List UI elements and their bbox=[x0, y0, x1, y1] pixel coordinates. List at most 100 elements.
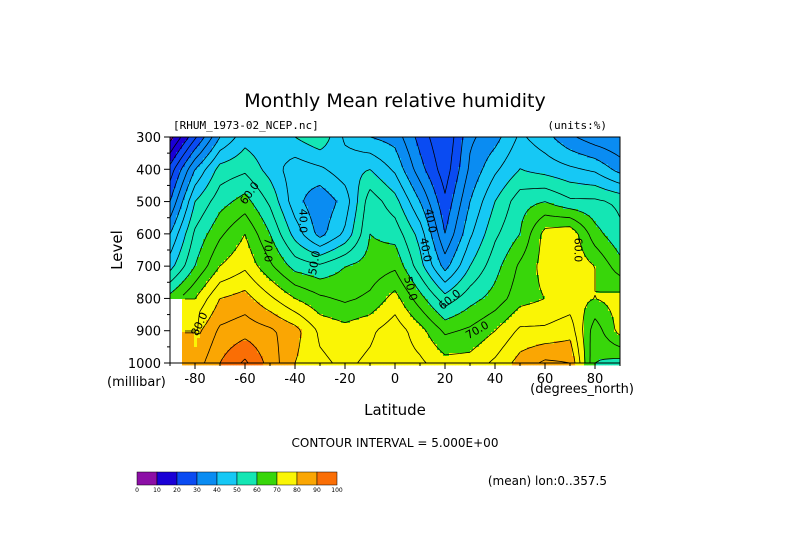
field-cell bbox=[557, 137, 561, 141]
field-cell bbox=[458, 230, 462, 234]
field-cell bbox=[278, 221, 282, 225]
field-cell bbox=[185, 224, 189, 228]
field-cell bbox=[326, 155, 330, 159]
field-cell bbox=[602, 218, 606, 222]
field-cell bbox=[320, 203, 324, 207]
field-cell bbox=[431, 218, 435, 222]
field-cell bbox=[182, 209, 186, 213]
field-cell bbox=[356, 176, 360, 180]
field-cell bbox=[275, 227, 279, 231]
field-cell bbox=[533, 143, 537, 147]
field-cell bbox=[302, 212, 306, 216]
field-cell bbox=[275, 158, 279, 162]
field-cell bbox=[335, 197, 339, 201]
field-cell bbox=[362, 182, 366, 186]
field-cell bbox=[515, 173, 519, 177]
field-cell bbox=[392, 212, 396, 216]
field-cell bbox=[413, 212, 417, 216]
field-cell bbox=[170, 224, 174, 228]
field-cell bbox=[428, 188, 432, 192]
field-cell bbox=[488, 164, 492, 168]
field-cell bbox=[227, 185, 231, 189]
field-cell bbox=[383, 230, 387, 234]
field-cell bbox=[488, 170, 492, 174]
field-cell bbox=[605, 149, 609, 153]
field-cell bbox=[491, 143, 495, 147]
field-cell bbox=[272, 197, 276, 201]
field-cell bbox=[179, 212, 183, 216]
field-cell bbox=[467, 146, 471, 150]
field-cell bbox=[416, 209, 420, 213]
field-cell bbox=[293, 185, 297, 189]
field-cell bbox=[554, 182, 558, 186]
field-cell bbox=[269, 143, 273, 147]
field-cell bbox=[248, 176, 252, 180]
field-cell bbox=[440, 146, 444, 150]
field-cell bbox=[413, 200, 417, 204]
field-cell bbox=[458, 173, 462, 177]
field-cell bbox=[236, 212, 240, 216]
field-cell bbox=[461, 197, 465, 201]
field-cell bbox=[227, 137, 231, 141]
field-cell bbox=[494, 212, 498, 216]
field-cell bbox=[254, 215, 258, 219]
field-cell bbox=[188, 179, 192, 183]
field-cell bbox=[308, 230, 312, 234]
field-cell bbox=[527, 167, 531, 171]
field-cell bbox=[596, 143, 600, 147]
field-cell bbox=[290, 212, 294, 216]
field-cell bbox=[266, 152, 270, 156]
field-cell bbox=[341, 161, 345, 165]
field-cell bbox=[515, 149, 519, 153]
field-cell bbox=[341, 221, 345, 225]
field-cell bbox=[209, 140, 213, 144]
field-cell bbox=[383, 167, 387, 171]
field-cell bbox=[353, 203, 357, 207]
field-cell bbox=[527, 143, 531, 147]
field-cell bbox=[377, 170, 381, 174]
field-cell bbox=[413, 206, 417, 210]
field-cell bbox=[341, 158, 345, 162]
field-cell bbox=[290, 206, 294, 210]
field-cell bbox=[275, 164, 279, 168]
field-cell bbox=[248, 197, 252, 201]
field-cell bbox=[464, 146, 468, 150]
field-cell bbox=[419, 155, 423, 159]
field-cell bbox=[476, 191, 480, 195]
field-cell bbox=[617, 140, 621, 144]
field-cell bbox=[446, 197, 450, 201]
field-cell bbox=[215, 182, 219, 186]
field-cell bbox=[350, 176, 354, 180]
field-cell bbox=[335, 221, 339, 225]
field-cell bbox=[587, 137, 591, 141]
field-cell bbox=[221, 212, 225, 216]
field-cell bbox=[473, 173, 477, 177]
field-cell bbox=[233, 224, 237, 228]
field-cell bbox=[227, 146, 231, 150]
field-cell bbox=[317, 182, 321, 186]
field-cell bbox=[434, 146, 438, 150]
field-cell bbox=[347, 143, 351, 147]
field-cell bbox=[515, 212, 519, 216]
field-cell bbox=[416, 227, 420, 231]
field-cell bbox=[185, 221, 189, 225]
field-cell bbox=[398, 146, 402, 150]
field-cell bbox=[290, 143, 294, 147]
field-cell bbox=[491, 200, 495, 204]
field-cell bbox=[179, 230, 183, 234]
field-cell bbox=[605, 221, 609, 225]
field-cell bbox=[191, 233, 195, 237]
field-cell bbox=[596, 149, 600, 153]
field-cell bbox=[617, 152, 621, 156]
field-cell bbox=[461, 212, 465, 216]
field-cell bbox=[362, 158, 366, 162]
field-cell bbox=[479, 158, 483, 162]
field-cell bbox=[197, 194, 201, 198]
field-cell bbox=[233, 173, 237, 177]
field-cell bbox=[458, 194, 462, 198]
field-cell bbox=[224, 146, 228, 150]
field-cell bbox=[230, 194, 234, 198]
field-cell bbox=[617, 233, 621, 237]
field-cell bbox=[539, 212, 543, 216]
field-cell bbox=[365, 170, 369, 174]
